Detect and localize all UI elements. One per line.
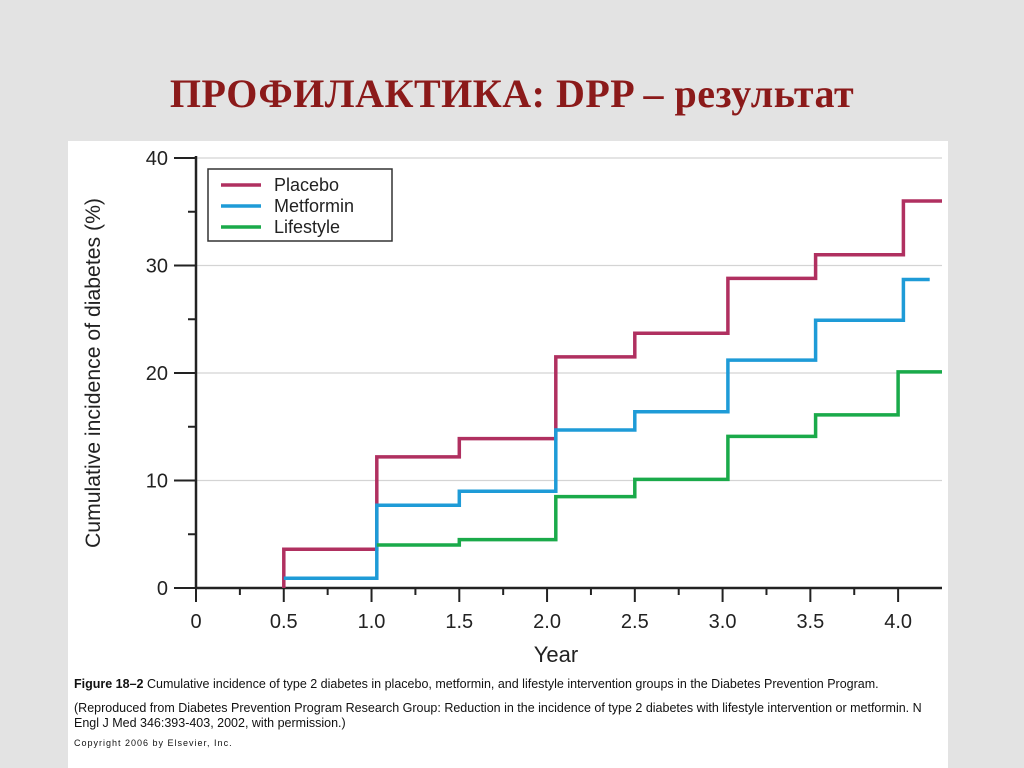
- figure-text: Cumulative incidence of type 2 diabetes …: [146, 677, 879, 691]
- x-tick-label: 3.0: [709, 611, 737, 633]
- series-line-placebo: [282, 199, 942, 588]
- y-tick-label: 40: [146, 148, 168, 170]
- x-tick-label: 2.5: [621, 611, 649, 633]
- x-tick-label: 2.0: [533, 611, 561, 633]
- series-layer: [282, 199, 942, 588]
- x-tick-label: 1.5: [445, 611, 473, 633]
- y-tick-label: 30: [146, 256, 168, 278]
- legend-label-metformin: Metformin: [274, 196, 354, 216]
- figure-label: Figure 18–2: [74, 677, 144, 691]
- series-line-metformin: [283, 277, 930, 581]
- x-tick-label: 1.0: [358, 611, 386, 633]
- figure-panel: 0 10 20 30 40 0 0.5 1.0 1.5 2.0 2.5 3.0 3.5 4.0 Year Cu…: [68, 141, 948, 768]
- legend-label-lifestyle: Lifestyle: [274, 217, 340, 237]
- x-tick-label: 3.5: [796, 611, 824, 633]
- grid-layer: [196, 157, 942, 482]
- x-axis-label: Year: [534, 642, 578, 667]
- caption-description: Figure 18–2 Cumulative incidence of type…: [74, 677, 946, 692]
- slide-title: ПРОФИЛАКТИКА: DPP – результат: [169, 71, 855, 116]
- caption-source: (Reproduced from Diabetes Prevention Pro…: [74, 701, 922, 730]
- x-tick-label: 4.0: [884, 611, 912, 633]
- y-tick-label: 0: [157, 578, 168, 600]
- copyright-notice: Copyright 2006 by Elsevier, Inc.: [74, 738, 233, 748]
- legend-label-placebo: Placebo: [274, 175, 339, 195]
- y-tick-label: 20: [146, 363, 168, 385]
- y-axis-label: Cumulative incidence of diabetes (%): [82, 198, 105, 548]
- cumulative-incidence-chart: 0 10 20 30 40 0 0.5 1.0 1.5 2.0 2.5 3.0 3.5 4.0 Year Cu…: [82, 148, 942, 667]
- figure-caption: Figure 18–2 Cumulative incidence of type…: [74, 677, 946, 760]
- series-line-lifestyle: [376, 370, 942, 547]
- y-tick-label: 10: [146, 471, 168, 493]
- x-tick-label: 0: [190, 611, 201, 633]
- axis-layer: 0 10 20 30 40 0 0.5 1.0 1.5 2.0 2.5 3.0 3.5 4.0 Year Cu…: [82, 148, 942, 667]
- x-tick-label: 0.5: [270, 611, 298, 633]
